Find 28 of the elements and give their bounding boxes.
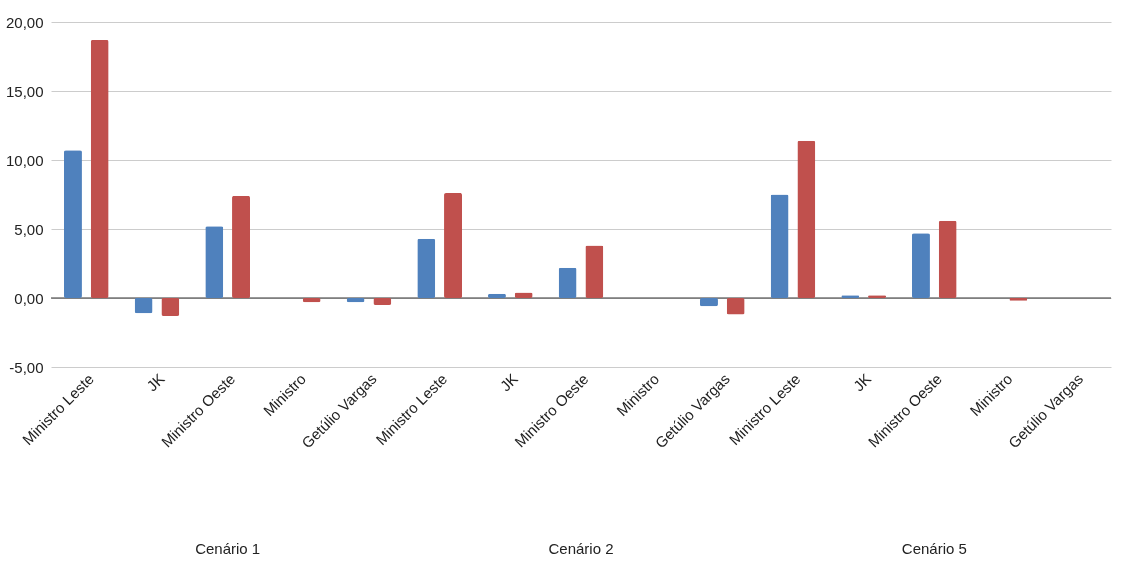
bar	[726, 298, 745, 315]
bar	[205, 226, 224, 298]
bar	[161, 298, 180, 316]
bar	[373, 298, 392, 305]
text: Cenário 1	[195, 540, 261, 557]
bar	[938, 220, 957, 298]
x-tick-label: JK	[849, 370, 875, 395]
bar	[417, 238, 436, 298]
text: Cenário 5	[901, 540, 967, 557]
bar	[558, 267, 577, 298]
y-tick-label: 5,00	[14, 220, 44, 238]
bar	[444, 193, 463, 298]
y-tick-label: -5,00	[9, 358, 44, 376]
y-tick-label: 15,00	[5, 82, 44, 100]
bar	[134, 298, 153, 314]
bar	[90, 39, 109, 298]
y-tick-label: 0,00	[14, 289, 44, 307]
bar	[770, 194, 789, 298]
y-tick-label: 10,00	[5, 151, 44, 169]
text: Cenário 2	[548, 540, 614, 557]
bar	[585, 245, 604, 298]
y-tick-label: 20,00	[5, 13, 44, 31]
bar	[911, 233, 930, 298]
x-tick-label: JK	[496, 370, 521, 395]
bar	[63, 150, 82, 298]
x-tick-label: JK	[143, 370, 168, 395]
bar	[232, 195, 251, 298]
bar	[797, 140, 816, 298]
